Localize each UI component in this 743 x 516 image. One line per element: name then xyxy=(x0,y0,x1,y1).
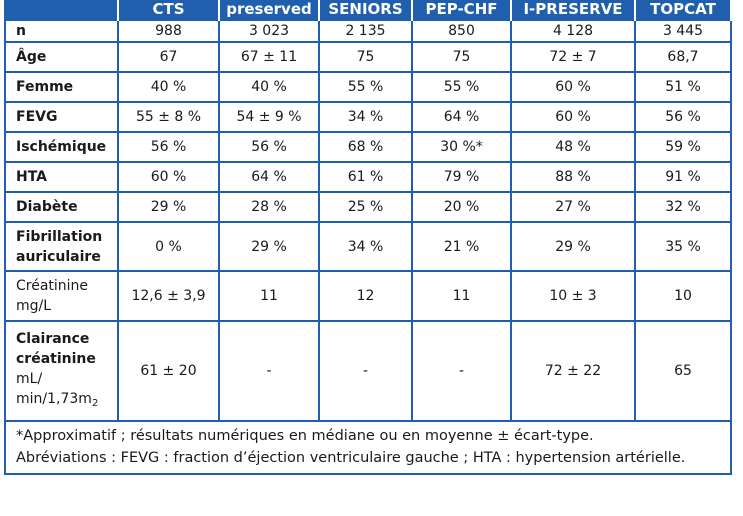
table-row-hta: HTA 60 % 64 % 61 % 79 % 88 % 91 % xyxy=(4,161,732,193)
table-cell: 11 xyxy=(411,270,512,322)
table-cell: 79 % xyxy=(411,161,512,193)
table-row-clairance: Clairance créatinine mL/min/1,73m2 61 ± 20… xyxy=(4,320,732,422)
row-label: Ischémique xyxy=(4,131,119,163)
table-cell: 28 % xyxy=(218,191,320,223)
footnote-cell: *Approximatif ; résultats numériques en … xyxy=(4,420,732,475)
table-cell: 40 % xyxy=(218,71,320,103)
table-cell: 21 % xyxy=(411,221,512,272)
header-cell-i-preserve: I-PRESERVE xyxy=(510,0,636,20)
table-cell: 29 % xyxy=(510,221,636,272)
table-cell: 55 ± 8 % xyxy=(117,101,220,133)
table-row-creatinine: Créatinine mg/L 12,6 ± 3,9 11 12 11 10 ± … xyxy=(4,270,732,322)
table-cell: 68,7 xyxy=(634,41,732,73)
table-row-ischemique: Ischémique 56 % 56 % 68 % 30 %* 48 % 59 … xyxy=(4,131,732,163)
table-cell: 12 xyxy=(318,270,413,322)
row-label: Créatinine mg/L xyxy=(4,270,119,322)
table-cell: 988 xyxy=(117,19,220,43)
row-label: Fibrillation auriculaire xyxy=(4,221,119,272)
table-row-fibrillation: Fibrillation auriculaire 0 % 29 % 34 % 21… xyxy=(4,221,732,272)
table-cell: 55 % xyxy=(411,71,512,103)
comparison-table-container: CTS preserved SENIORS PEP-CHF I-PRESERVE… xyxy=(4,0,738,475)
table-cell: 64 % xyxy=(218,161,320,193)
table-cell: 67 ± 11 xyxy=(218,41,320,73)
table-cell: 75 xyxy=(318,41,413,73)
table-cell: 48 % xyxy=(510,131,636,163)
table-cell: 3 023 xyxy=(218,19,320,43)
table-cell: 56 % xyxy=(634,101,732,133)
table-cell: 850 xyxy=(411,19,512,43)
table-row-n: n 988 3 023 2 135 850 4 128 3 445 xyxy=(4,19,732,43)
table-cell: 30 %* xyxy=(411,131,512,163)
table-row-diabete: Diabète 29 % 28 % 25 % 20 % 27 % 32 % xyxy=(4,191,732,223)
table-cell: 59 % xyxy=(634,131,732,163)
table-cell: 29 % xyxy=(218,221,320,272)
table-cell: 25 % xyxy=(318,191,413,223)
table-cell: 12,6 ± 3,9 xyxy=(117,270,220,322)
table-cell: 4 128 xyxy=(510,19,636,43)
table-cell: 11 xyxy=(218,270,320,322)
table-cell: 51 % xyxy=(634,71,732,103)
header-cell-topcat: TOPCAT xyxy=(634,0,732,20)
table-cell: 35 % xyxy=(634,221,732,272)
table-cell: 34 % xyxy=(318,101,413,133)
header-cell-preserved: preserved xyxy=(218,0,320,20)
header-row: CTS preserved SENIORS PEP-CHF I-PRESERVE… xyxy=(4,0,732,20)
header-cell-cts: CTS xyxy=(117,0,220,20)
table-cell: 40 % xyxy=(117,71,220,103)
table-row-age: Âge 67 67 ± 11 75 75 72 ± 7 68,7 xyxy=(4,41,732,73)
trial-characteristics-table: CTS preserved SENIORS PEP-CHF I-PRESERVE… xyxy=(4,0,732,475)
table-cell: - xyxy=(318,320,413,422)
table-cell: 75 xyxy=(411,41,512,73)
table-cell: - xyxy=(218,320,320,422)
table-cell: 10 ± 3 xyxy=(510,270,636,322)
footnote-line-1: *Approximatif ; résultats numériques en … xyxy=(16,428,594,444)
table-row-fevg: FEVG 55 ± 8 % 54 ± 9 % 34 % 64 % 60 % 56… xyxy=(4,101,732,133)
table-row-femme: Femme 40 % 40 % 55 % 55 % 60 % 51 % xyxy=(4,71,732,103)
table-cell: 60 % xyxy=(510,101,636,133)
row-label: Femme xyxy=(4,71,119,103)
table-cell: 60 % xyxy=(510,71,636,103)
table-cell: 56 % xyxy=(218,131,320,163)
footnote-line-2: Abréviations : FEVG : fraction d’éjectio… xyxy=(16,450,686,466)
table-cell: 88 % xyxy=(510,161,636,193)
table-cell: 0 % xyxy=(117,221,220,272)
row-label: n xyxy=(4,19,119,43)
header-cell-empty xyxy=(4,0,119,20)
table-cell: 60 % xyxy=(117,161,220,193)
table-cell: 65 xyxy=(634,320,732,422)
table-cell: 29 % xyxy=(117,191,220,223)
table-cell: 27 % xyxy=(510,191,636,223)
table-cell: 2 135 xyxy=(318,19,413,43)
table-cell: 34 % xyxy=(318,221,413,272)
table-cell: 32 % xyxy=(634,191,732,223)
table-cell: 67 xyxy=(117,41,220,73)
table-cell: 72 ± 7 xyxy=(510,41,636,73)
table-cell: 68 % xyxy=(318,131,413,163)
table-cell: 61 % xyxy=(318,161,413,193)
table-cell: 56 % xyxy=(117,131,220,163)
row-label: Diabète xyxy=(4,191,119,223)
table-cell: 61 ± 20 xyxy=(117,320,220,422)
row-label: Âge xyxy=(4,41,119,73)
table-cell: 64 % xyxy=(411,101,512,133)
table-cell: 3 445 xyxy=(634,19,732,43)
table-cell: 72 ± 22 xyxy=(510,320,636,422)
table-cell: - xyxy=(411,320,512,422)
table-cell: 10 xyxy=(634,270,732,322)
table-cell: 55 % xyxy=(318,71,413,103)
table-cell: 54 ± 9 % xyxy=(218,101,320,133)
table-cell: 20 % xyxy=(411,191,512,223)
header-cell-seniors: SENIORS xyxy=(318,0,413,20)
footnote-row: *Approximatif ; résultats numériques en … xyxy=(4,420,732,475)
table-cell: 91 % xyxy=(634,161,732,193)
row-label: FEVG xyxy=(4,101,119,133)
header-cell-pep-chf: PEP-CHF xyxy=(411,0,512,20)
row-label: HTA xyxy=(4,161,119,193)
row-label: Clairance créatinine mL/min/1,73m2 xyxy=(4,320,119,422)
